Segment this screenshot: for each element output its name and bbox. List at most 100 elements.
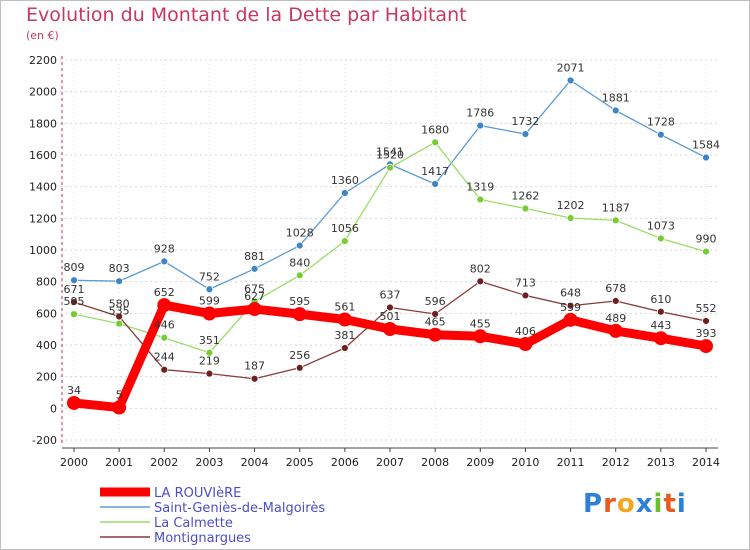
- y-tick-label: 600: [36, 307, 57, 320]
- data-point: [476, 277, 485, 286]
- data-label: 675: [244, 282, 265, 295]
- data-label: 446: [154, 319, 175, 332]
- data-label: 595: [289, 295, 310, 308]
- data-point: [340, 237, 349, 246]
- data-label: 455: [470, 317, 491, 330]
- data-point: [566, 76, 575, 85]
- data-label: 1028: [286, 227, 314, 240]
- data-label: 443: [650, 319, 671, 332]
- data-label: 580: [109, 298, 130, 311]
- legend-label: LA ROUVIèRE: [154, 486, 241, 501]
- data-point: [247, 302, 262, 317]
- data-point: [521, 130, 530, 139]
- legend-label: Saint-Geniès-de-Malgoirès: [154, 501, 325, 516]
- data-point: [702, 247, 710, 256]
- data-label: 34: [67, 384, 81, 397]
- data-point: [521, 291, 530, 300]
- data-point: [340, 189, 349, 197]
- data-point: [702, 153, 710, 162]
- logo-letter: P: [583, 489, 604, 519]
- data-label: 559: [560, 301, 581, 314]
- logo-letter: o: [616, 489, 636, 519]
- data-label: 595: [64, 295, 85, 308]
- data-point: [295, 241, 304, 250]
- logo-letter: t: [663, 489, 677, 519]
- data-label: 803: [109, 262, 130, 275]
- data-label: 713: [515, 276, 536, 289]
- chart-title: Evolution du Montant de la Dette par Hab…: [26, 4, 467, 26]
- data-label: 5: [116, 389, 123, 402]
- y-tick-label: 1800: [29, 117, 57, 130]
- data-point: [699, 339, 713, 354]
- x-tick-label: 2011: [557, 456, 585, 469]
- x-tick-label: 2000: [60, 456, 88, 469]
- data-label: 351: [199, 334, 220, 347]
- y-tick-label: 1200: [29, 212, 57, 225]
- data-label: 1056: [331, 222, 359, 235]
- data-label: 1417: [421, 165, 449, 178]
- data-label: 648: [560, 287, 581, 300]
- data-label: 652: [154, 286, 175, 299]
- data-point: [611, 106, 620, 115]
- data-label: 406: [515, 325, 536, 338]
- y-tick-label: 0: [50, 402, 57, 415]
- data-point: [386, 163, 394, 172]
- y-tick-label: 2200: [29, 54, 57, 67]
- data-label: 187: [244, 360, 265, 373]
- y-tick-label: 1000: [29, 244, 57, 257]
- data-point: [611, 216, 620, 225]
- data-label: 535: [109, 305, 130, 318]
- data-point: [383, 322, 397, 337]
- y-tick-label: 400: [36, 339, 57, 352]
- data-label: 1187: [602, 201, 630, 214]
- data-label: 1360: [331, 174, 359, 187]
- data-point: [292, 307, 307, 322]
- data-point: [431, 180, 440, 188]
- data-point: [205, 285, 214, 294]
- data-point: [160, 257, 169, 266]
- data-point: [431, 138, 440, 147]
- data-label: 881: [244, 250, 265, 263]
- data-label: 840: [289, 256, 310, 269]
- data-label: 1073: [647, 219, 675, 232]
- data-point: [250, 374, 259, 383]
- logo-letter: i: [653, 489, 664, 519]
- data-point: [563, 312, 578, 327]
- unit-note: (en €): [26, 29, 59, 42]
- data-point: [653, 331, 668, 346]
- data-label: 501: [380, 310, 401, 323]
- y-tick-label: 200: [36, 371, 57, 384]
- data-label: 552: [696, 302, 717, 315]
- data-label: 928: [154, 242, 175, 255]
- data-point: [428, 327, 443, 342]
- data-label: 1262: [511, 190, 539, 203]
- data-point: [70, 310, 78, 319]
- data-label: 637: [380, 288, 401, 301]
- data-label: 802: [470, 262, 491, 275]
- proxiti-logo: Proxiti: [583, 489, 687, 519]
- legend-label: La Calmette: [154, 516, 233, 531]
- y-tick-label: 1400: [29, 181, 57, 194]
- data-label: 1732: [511, 115, 539, 128]
- data-label: 752: [199, 270, 220, 283]
- data-label: 393: [696, 327, 717, 340]
- data-point: [70, 276, 78, 285]
- data-point: [608, 323, 623, 338]
- x-tick-label: 2009: [466, 456, 494, 469]
- data-label: 1881: [602, 92, 630, 105]
- y-tick-label: 2000: [29, 86, 57, 99]
- x-tick-label: 2005: [286, 456, 314, 469]
- y-tick-label: -200: [32, 434, 57, 447]
- x-tick-label: 2003: [195, 456, 223, 469]
- y-tick-label: 800: [36, 276, 57, 289]
- data-point: [340, 344, 349, 352]
- data-label: 2071: [557, 61, 585, 74]
- logo-letter: i: [676, 489, 687, 519]
- y-tick-label: 1600: [29, 149, 57, 162]
- data-label: 1728: [647, 116, 675, 129]
- data-point: [656, 307, 665, 316]
- data-point: [202, 306, 217, 321]
- data-point: [205, 348, 214, 357]
